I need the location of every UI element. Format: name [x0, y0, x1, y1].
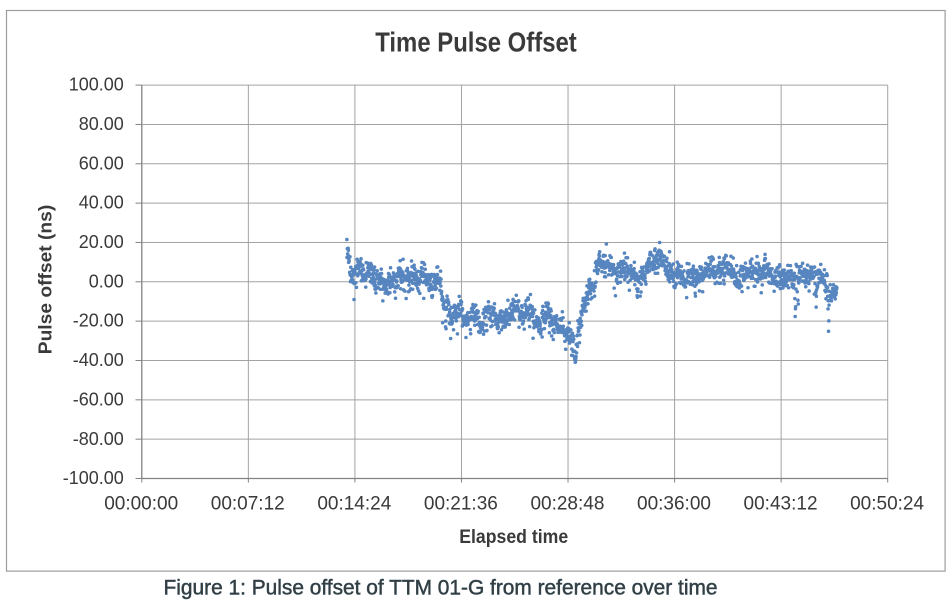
svg-text:0.00: 0.00 [89, 271, 124, 291]
svg-text:Time Pulse Offset: Time Pulse Offset [375, 27, 577, 58]
svg-text:-80.00: -80.00 [73, 429, 124, 449]
svg-text:00:21:36: 00:21:36 [424, 494, 498, 515]
svg-text:00:00:00: 00:00:00 [104, 494, 178, 515]
svg-text:-40.00: -40.00 [73, 350, 124, 370]
svg-text:00:14:24: 00:14:24 [317, 494, 391, 515]
svg-text:00:28:48: 00:28:48 [530, 494, 604, 515]
svg-text:Elapsed time: Elapsed time [459, 527, 568, 548]
svg-text:00:43:12: 00:43:12 [744, 494, 818, 515]
svg-text:60.00: 60.00 [79, 153, 124, 173]
svg-text:00:50:24: 00:50:24 [850, 494, 924, 515]
svg-text:00:07:12: 00:07:12 [211, 494, 285, 515]
svg-text:40.00: 40.00 [79, 193, 124, 213]
svg-text:-60.00: -60.00 [73, 389, 124, 409]
svg-text:Figure 1: Pulse offset of TTM: Figure 1: Pulse offset of TTM 01-G from … [164, 577, 718, 600]
svg-text:80.00: 80.00 [79, 114, 124, 134]
svg-text:100.00: 100.00 [69, 75, 124, 95]
svg-text:-100.00: -100.00 [63, 468, 124, 488]
svg-text:Pulse offset (ns): Pulse offset (ns) [34, 205, 55, 355]
svg-text:00:36:00: 00:36:00 [637, 494, 711, 515]
svg-text:20.00: 20.00 [79, 232, 124, 252]
svg-text:-20.00: -20.00 [73, 311, 124, 331]
